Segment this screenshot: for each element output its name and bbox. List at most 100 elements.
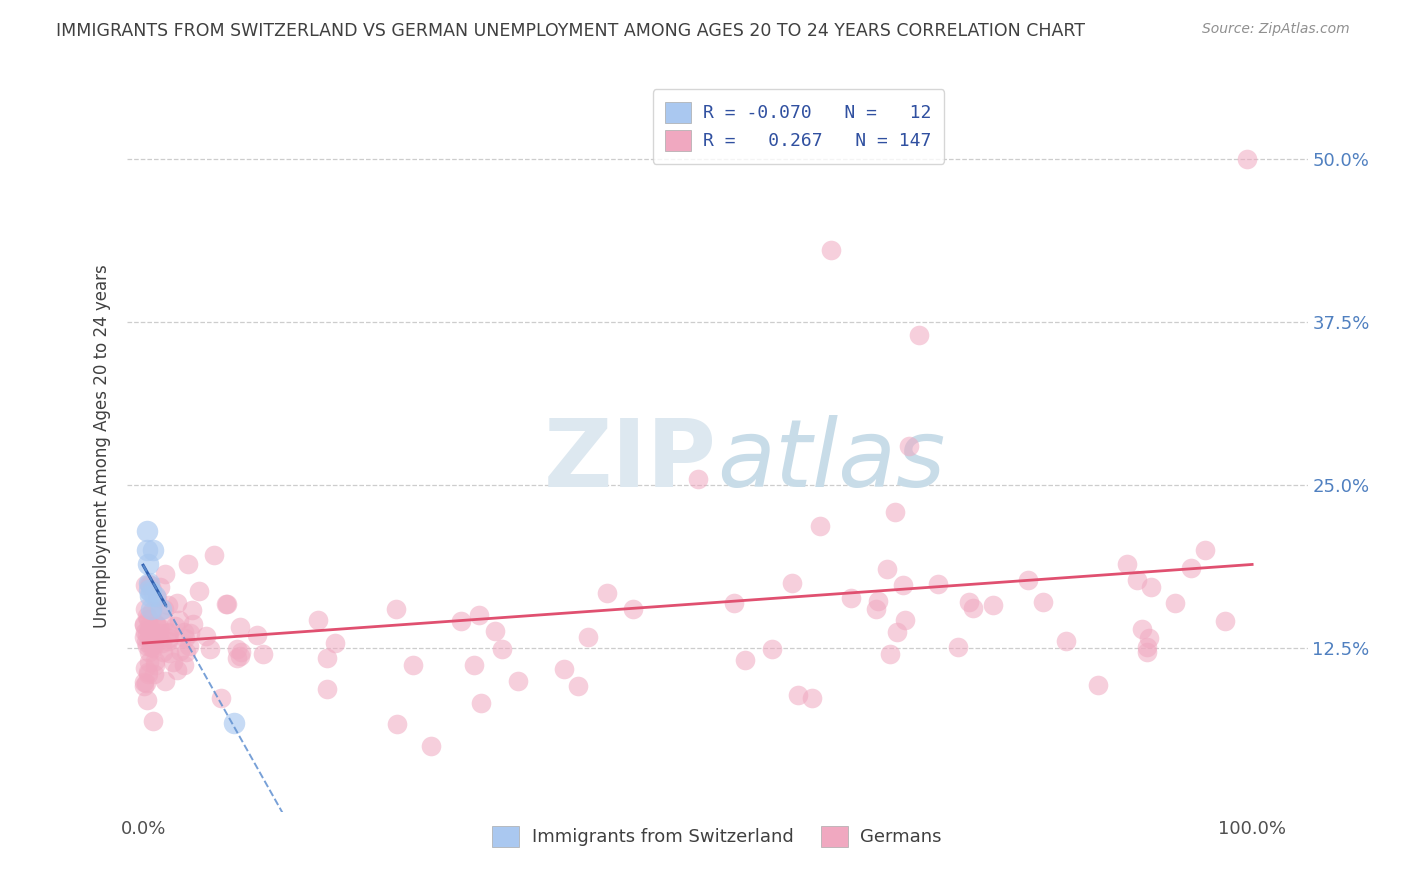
Text: Source: ZipAtlas.com: Source: ZipAtlas.com <box>1202 22 1350 37</box>
Point <box>173 625 195 640</box>
Point <box>865 602 887 616</box>
Point <box>134 630 156 644</box>
Point <box>1137 631 1160 645</box>
Point <box>142 714 165 728</box>
Point <box>187 584 209 599</box>
Point <box>1130 622 1153 636</box>
Point <box>224 715 246 730</box>
Point <box>761 641 783 656</box>
Point <box>467 607 489 622</box>
Point <box>209 691 232 706</box>
Point <box>179 626 201 640</box>
Point <box>139 578 162 592</box>
Point <box>136 609 159 624</box>
Point <box>143 666 166 681</box>
Point <box>142 635 165 649</box>
Point <box>202 548 225 562</box>
Point <box>134 616 156 631</box>
Point <box>177 557 200 571</box>
Point <box>470 696 492 710</box>
Point <box>153 674 176 689</box>
Point <box>152 601 174 615</box>
Point <box>173 658 195 673</box>
Point <box>800 691 823 706</box>
Point <box>596 586 619 600</box>
Point <box>134 602 156 616</box>
Point <box>157 626 180 640</box>
Point <box>780 575 803 590</box>
Point <box>135 639 157 653</box>
Point <box>385 717 408 731</box>
Point <box>181 616 204 631</box>
Point <box>420 739 443 754</box>
Point <box>1032 595 1054 609</box>
Point <box>166 596 188 610</box>
Point <box>157 631 180 645</box>
Point <box>181 602 204 616</box>
Point <box>226 642 249 657</box>
Point <box>897 439 920 453</box>
Point <box>145 654 167 668</box>
Point <box>134 674 156 689</box>
Point <box>169 644 191 658</box>
Point <box>135 676 157 690</box>
Point <box>145 617 167 632</box>
Point <box>138 582 160 597</box>
Point <box>138 645 160 659</box>
Point <box>138 618 160 632</box>
Point <box>576 631 599 645</box>
Point <box>138 623 160 637</box>
Point <box>894 613 917 627</box>
Y-axis label: Unemployment Among Ages 20 to 24 years: Unemployment Among Ages 20 to 24 years <box>93 264 111 628</box>
Point <box>948 640 970 654</box>
Point <box>214 597 236 611</box>
Point <box>157 625 180 640</box>
Text: ZIP: ZIP <box>544 415 717 507</box>
Point <box>1139 580 1161 594</box>
Point <box>1164 596 1187 610</box>
Point <box>810 519 832 533</box>
Point <box>135 628 157 642</box>
Point <box>138 576 160 591</box>
Point <box>145 616 167 631</box>
Point <box>1126 573 1149 587</box>
Point <box>135 634 157 648</box>
Point <box>138 655 160 669</box>
Point <box>839 591 862 605</box>
Point <box>229 620 252 634</box>
Point <box>508 673 530 688</box>
Point <box>149 602 172 616</box>
Point <box>146 591 169 605</box>
Point <box>734 653 756 667</box>
Point <box>141 640 163 654</box>
Point <box>136 693 159 707</box>
Point <box>491 642 513 657</box>
Point <box>148 620 170 634</box>
Point <box>463 658 485 673</box>
Point <box>134 661 156 675</box>
Point <box>136 557 159 571</box>
Point <box>142 638 165 652</box>
Point <box>316 681 339 696</box>
Point <box>136 665 159 679</box>
Point <box>152 615 174 630</box>
Point <box>173 631 195 645</box>
Point <box>145 589 167 603</box>
Point <box>484 624 506 638</box>
Point <box>315 650 337 665</box>
Point <box>134 625 156 640</box>
Point <box>150 636 173 650</box>
Point <box>787 688 810 702</box>
Point <box>1213 614 1236 628</box>
Point <box>927 576 949 591</box>
Point <box>148 625 170 640</box>
Legend: Immigrants from Switzerland, Germans: Immigrants from Switzerland, Germans <box>485 819 949 854</box>
Point <box>157 599 180 613</box>
Point <box>135 543 157 558</box>
Point <box>231 644 253 658</box>
Point <box>138 630 160 644</box>
Point <box>194 629 217 643</box>
Point <box>134 578 156 592</box>
Point <box>152 645 174 659</box>
Point <box>229 649 252 664</box>
